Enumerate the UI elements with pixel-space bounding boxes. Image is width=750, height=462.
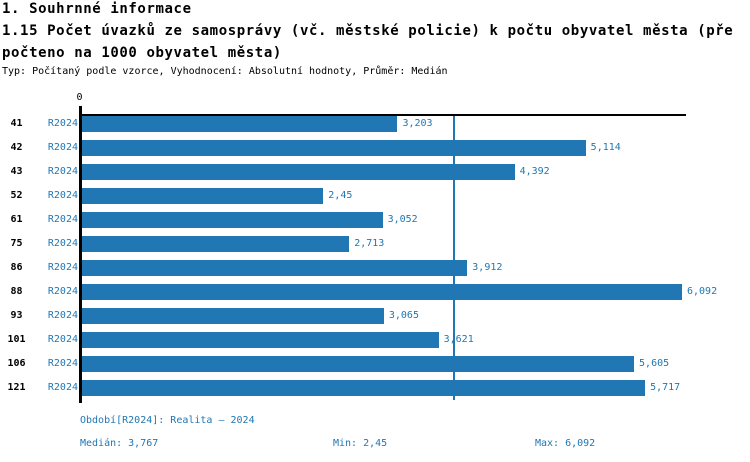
row-category-label: 106 — [7, 358, 26, 369]
bar — [82, 140, 586, 156]
bar — [82, 332, 439, 348]
bar-value-label: 5,605 — [639, 358, 670, 369]
row-category-label: 93 — [10, 310, 23, 321]
row-category-label: 52 — [10, 190, 23, 201]
row-period-label: R2024 — [47, 166, 78, 177]
row-period-label: R2024 — [47, 118, 78, 129]
row-period-label: R2024 — [47, 310, 78, 321]
bar — [82, 284, 682, 300]
chart-row: 42 R2024 5,114 — [0, 136, 750, 160]
row-category-label: 42 — [10, 142, 23, 153]
bar-value-label: 6,092 — [687, 286, 718, 297]
bar-value-label: 5,717 — [650, 382, 681, 393]
row-period-label: R2024 — [47, 262, 78, 273]
row-category-label: 101 — [7, 334, 26, 345]
bar-value-label: 3,052 — [387, 214, 418, 225]
row-period-label: R2024 — [47, 142, 78, 153]
row-category-label: 61 — [10, 214, 23, 225]
bar-value-label: 4,392 — [519, 166, 550, 177]
bar — [82, 380, 646, 396]
bar — [82, 212, 383, 228]
row-period-label: R2024 — [47, 286, 78, 297]
axis-zero-label: 0 — [76, 92, 83, 103]
row-category-label: 43 — [10, 166, 23, 177]
bar-value-label: 3,065 — [388, 310, 419, 321]
chart-row: 121 R2024 5,717 — [0, 376, 750, 400]
bar — [82, 188, 324, 204]
bar-value-label: 5,114 — [590, 142, 621, 153]
bar-value-label: 3,621 — [443, 334, 474, 345]
chart-row: 41 R2024 3,203 — [0, 112, 750, 136]
min-stat-label: Min: 2,45 — [333, 438, 388, 449]
bar — [82, 116, 398, 132]
bar — [82, 260, 468, 276]
indicator-title-line1: 1.15 Počet úvazků ze samosprávy (vč. měs… — [2, 23, 734, 39]
chart-row: 43 R2024 4,392 — [0, 160, 750, 184]
row-category-label: 86 — [10, 262, 23, 273]
chart-row: 93 R2024 3,065 — [0, 304, 750, 328]
section-title: 1. Souhrnné informace — [2, 1, 192, 17]
chart-row: 88 R2024 6,092 — [0, 280, 750, 304]
bar — [82, 356, 635, 372]
row-period-label: R2024 — [47, 382, 78, 393]
row-category-label: 41 — [10, 118, 23, 129]
chart-row: 52 R2024 2,45 — [0, 184, 750, 208]
chart-row: 75 R2024 2,713 — [0, 232, 750, 256]
row-category-label: 88 — [10, 286, 23, 297]
median-stat-label: Medián: 3,767 — [80, 438, 159, 449]
period-info: Období[R2024]: Realita – 2024 — [80, 415, 255, 426]
max-stat-label: Max: 6,092 — [535, 438, 596, 449]
row-category-label: 121 — [7, 382, 26, 393]
bar — [82, 236, 350, 252]
row-category-label: 75 — [10, 238, 23, 249]
bar-value-label: 2,45 — [328, 190, 353, 201]
bar — [82, 308, 384, 324]
y-axis-line — [79, 106, 82, 403]
chart-row: 101 R2024 3,621 — [0, 328, 750, 352]
bar — [82, 164, 515, 180]
chart-row: 86 R2024 3,912 — [0, 256, 750, 280]
bar-value-label: 2,713 — [354, 238, 385, 249]
chart-row: 106 R2024 5,605 — [0, 352, 750, 376]
median-line — [453, 116, 455, 400]
chart-row: 61 R2024 3,052 — [0, 208, 750, 232]
bar-value-label: 3,912 — [472, 262, 503, 273]
row-period-label: R2024 — [47, 334, 78, 345]
row-period-label: R2024 — [47, 190, 78, 201]
bar-value-label: 3,203 — [402, 118, 433, 129]
row-period-label: R2024 — [47, 238, 78, 249]
row-period-label: R2024 — [47, 358, 78, 369]
x-axis-top-line — [79, 114, 686, 116]
row-period-label: R2024 — [47, 214, 78, 225]
indicator-title-line2: počteno na 1000 obyvatel města) — [2, 45, 282, 61]
indicator-meta: Typ: Počítaný podle vzorce, Vyhodnocení:… — [2, 66, 448, 77]
